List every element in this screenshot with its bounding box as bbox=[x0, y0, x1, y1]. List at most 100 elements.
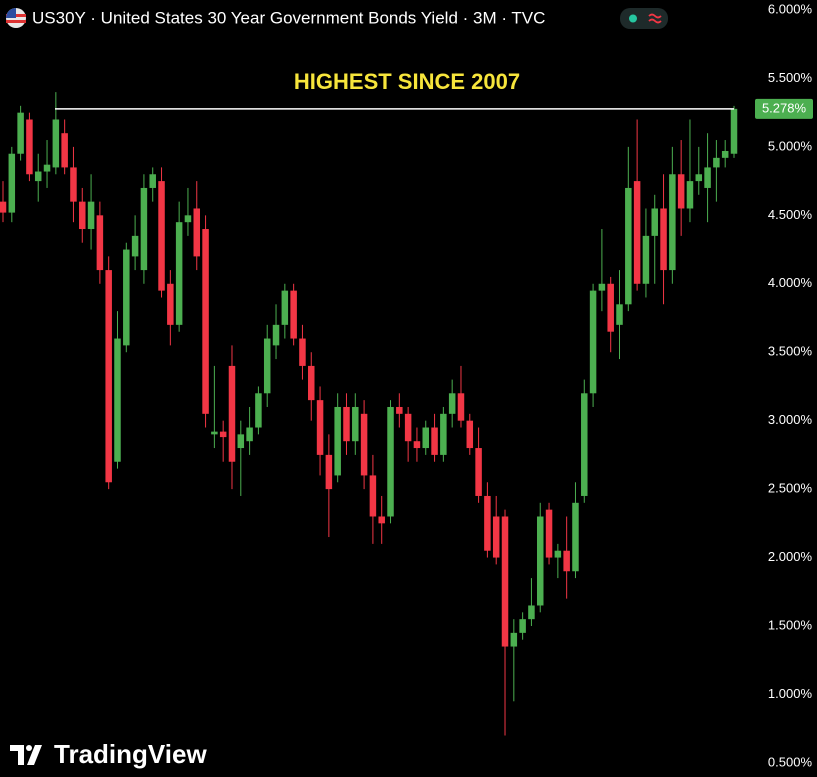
annotation: HIGHEST SINCE 2007 bbox=[294, 69, 520, 94]
candle-body bbox=[290, 290, 297, 339]
candle-body bbox=[105, 270, 112, 483]
candle-body bbox=[202, 229, 209, 414]
candle-body bbox=[519, 619, 526, 633]
candle-body bbox=[413, 441, 421, 449]
candle-body bbox=[43, 164, 51, 172]
candle-body bbox=[334, 406, 341, 476]
candle-body bbox=[378, 516, 385, 524]
y-tick-label: 5.500% bbox=[768, 70, 813, 85]
candle-body bbox=[536, 516, 544, 606]
candle-body bbox=[246, 427, 253, 442]
candle-body bbox=[387, 406, 394, 517]
candle-body bbox=[598, 283, 606, 291]
candle-body bbox=[431, 427, 438, 455]
candle-body bbox=[193, 208, 201, 257]
candle-body bbox=[501, 516, 509, 647]
candle-body bbox=[360, 413, 368, 476]
chart-title: US30Y · United States 30 Year Government… bbox=[32, 8, 545, 27]
candle-body bbox=[131, 235, 139, 257]
y-tick-label: 4.000% bbox=[768, 275, 813, 290]
candle-body bbox=[704, 167, 711, 188]
symbol-flag bbox=[6, 8, 26, 28]
candle-body bbox=[263, 338, 271, 394]
y-tick-label: 5.000% bbox=[768, 138, 813, 153]
candle-body bbox=[660, 208, 667, 271]
candle-body bbox=[325, 454, 333, 490]
candle-body bbox=[545, 509, 553, 558]
last-price-box bbox=[755, 98, 813, 119]
candle-body bbox=[308, 365, 315, 401]
candle-body bbox=[466, 420, 474, 449]
candle-body bbox=[695, 174, 703, 182]
candle-body bbox=[167, 283, 174, 325]
candle-body bbox=[211, 431, 218, 435]
candle-body bbox=[510, 632, 518, 647]
candle-body bbox=[730, 108, 738, 154]
y-tick-label: 0.500% bbox=[768, 754, 813, 769]
candle-body bbox=[572, 502, 579, 572]
candle-body bbox=[237, 434, 245, 449]
candle-body bbox=[589, 290, 597, 394]
candle-body bbox=[457, 393, 465, 421]
candle-body bbox=[158, 181, 165, 291]
y-tick-label: 4.500% bbox=[768, 207, 813, 222]
candle-body bbox=[79, 201, 86, 230]
candle-body bbox=[484, 495, 491, 551]
candle-body bbox=[475, 448, 482, 496]
candle-body bbox=[26, 119, 33, 175]
candle-body bbox=[299, 338, 306, 366]
y-tick-label: 3.500% bbox=[768, 344, 813, 359]
candle-body bbox=[669, 174, 676, 271]
y-tick-label: 6.000% bbox=[768, 1, 813, 16]
candle-body bbox=[175, 222, 183, 325]
candle-body bbox=[123, 249, 130, 346]
candle-body bbox=[581, 393, 588, 496]
y-tick-label: 1.500% bbox=[768, 617, 813, 632]
candle-body bbox=[651, 208, 658, 236]
last-price-label: 5.278% bbox=[762, 100, 807, 115]
candle-body bbox=[677, 174, 685, 209]
candle-body bbox=[52, 119, 60, 168]
candle-body bbox=[0, 201, 7, 213]
brand-logo bbox=[10, 745, 42, 765]
candle-body bbox=[70, 167, 77, 202]
candle-body bbox=[149, 174, 156, 188]
y-tick-label: 2.500% bbox=[768, 481, 813, 496]
candle-body bbox=[440, 413, 447, 455]
plot: 5.278% bbox=[0, 92, 813, 736]
candle-body bbox=[422, 427, 429, 449]
candle-body bbox=[563, 550, 570, 572]
candle-body bbox=[625, 187, 632, 305]
y-tick-label: 1.000% bbox=[768, 686, 813, 701]
candle-body bbox=[554, 550, 562, 558]
candle-body bbox=[528, 605, 535, 620]
candle-body bbox=[114, 338, 121, 462]
candle-body bbox=[686, 181, 694, 209]
candle-body bbox=[607, 283, 614, 332]
candle-body bbox=[281, 290, 289, 325]
candle-body bbox=[184, 215, 192, 223]
candle-body bbox=[404, 413, 412, 442]
candle-body bbox=[219, 431, 227, 438]
candle-body bbox=[17, 112, 24, 154]
candle-body bbox=[255, 393, 262, 428]
candle-body bbox=[316, 400, 324, 455]
candle-body bbox=[272, 324, 280, 346]
status-badge[interactable] bbox=[620, 8, 668, 29]
candle-body bbox=[633, 181, 641, 284]
candle-body bbox=[61, 133, 68, 168]
candle-body bbox=[721, 150, 729, 158]
candle-body bbox=[8, 153, 16, 213]
candle-body bbox=[492, 516, 500, 558]
candle-body bbox=[713, 157, 720, 168]
brand: TradingView bbox=[54, 739, 207, 769]
candle-body bbox=[396, 406, 403, 414]
candle-body bbox=[616, 304, 623, 325]
candle-body bbox=[642, 235, 650, 284]
candle-body bbox=[352, 406, 359, 442]
candle-body bbox=[228, 365, 236, 462]
y-tick-label: 2.000% bbox=[768, 549, 813, 564]
y-tick-label: 3.000% bbox=[768, 412, 813, 427]
candle-body bbox=[96, 215, 104, 271]
